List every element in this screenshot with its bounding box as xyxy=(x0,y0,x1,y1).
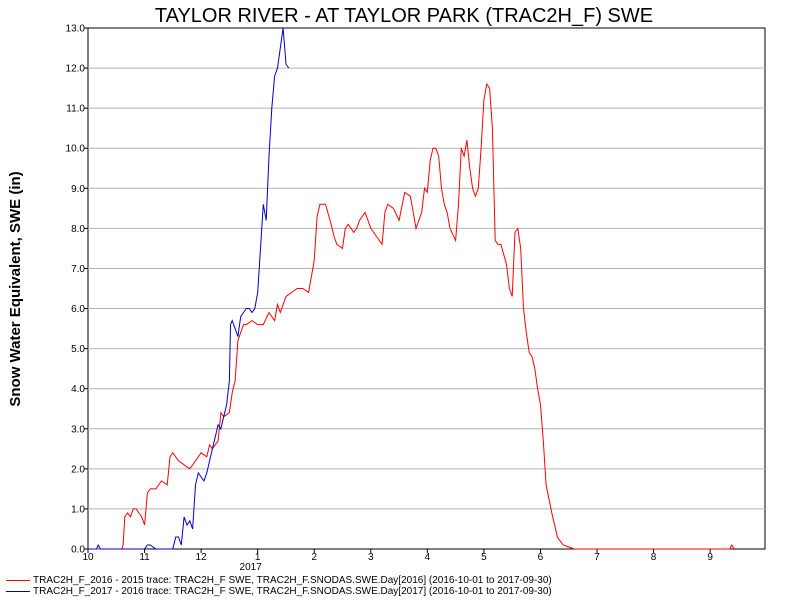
y-tick-label: 10.0 xyxy=(66,144,86,155)
legend-swatch-2017 xyxy=(6,591,30,592)
y-tick-label: 12.0 xyxy=(66,64,86,75)
y-tick-label: 0.0 xyxy=(71,545,85,556)
x-tick-label: 1 xyxy=(255,552,261,563)
series-line-0 xyxy=(88,82,735,550)
x-tick-label: 11 xyxy=(139,552,150,563)
y-tick-label: 8.0 xyxy=(71,224,85,235)
y-tick-label: 13.0 xyxy=(66,24,86,35)
y-axis-label: Snow Water Equivalent, SWE (in) xyxy=(7,171,24,406)
y-tick-label: 9.0 xyxy=(71,184,85,195)
legend-entry-2016: TRAC2H_F_2016 - 2015 trace: TRAC2H_F SWE… xyxy=(6,575,552,586)
legend-label-2017: TRAC2H_F_2017 - 2016 trace: TRAC2H_F SWE… xyxy=(33,586,552,597)
legend-entry-2017: TRAC2H_F_2017 - 2016 trace: TRAC2H_F SWE… xyxy=(6,586,552,597)
x-tick-label: 2 xyxy=(311,552,317,563)
x-tick-label: 3 xyxy=(368,552,374,563)
x-tick-label: 5 xyxy=(481,552,487,563)
series-line-1 xyxy=(88,27,290,550)
y-tick-label: 5.0 xyxy=(71,344,85,355)
y-tick-label: 7.0 xyxy=(71,264,85,275)
x-tick-label: 7 xyxy=(594,552,600,563)
legend-label-2016: TRAC2H_F_2016 - 2015 trace: TRAC2H_F SWE… xyxy=(33,575,552,586)
series-lines xyxy=(88,27,735,550)
y-tick-label: 6.0 xyxy=(71,304,85,315)
legend-swatch-2016 xyxy=(6,580,30,581)
y-tick-label: 4.0 xyxy=(71,384,85,395)
x-tick-label: 8 xyxy=(651,552,657,563)
x-tick-label: 6 xyxy=(538,552,544,563)
plot-area xyxy=(87,27,766,550)
x-tick-label: 9 xyxy=(707,552,713,563)
x-tick-label: 12 xyxy=(196,552,208,563)
grid-lines xyxy=(88,67,765,510)
y-tick-label: 3.0 xyxy=(71,424,85,435)
year-label: 2017 xyxy=(240,562,263,573)
y-tick-label: 11.0 xyxy=(66,104,85,115)
y-tick-label: 1.0 xyxy=(71,504,85,515)
chart-title: TAYLOR RIVER - AT TAYLOR PARK (TRAC2H_F)… xyxy=(155,5,653,27)
x-tick-label: 10 xyxy=(82,552,94,563)
y-tick-label: 2.0 xyxy=(71,464,85,475)
y-axis-ticks: 0.0 1.0 2.0 3.0 4.0 5.0 6.0 7.0 8.0 9.0 10.0 11.0 12… xyxy=(66,24,88,556)
x-tick-label: 4 xyxy=(425,552,431,563)
